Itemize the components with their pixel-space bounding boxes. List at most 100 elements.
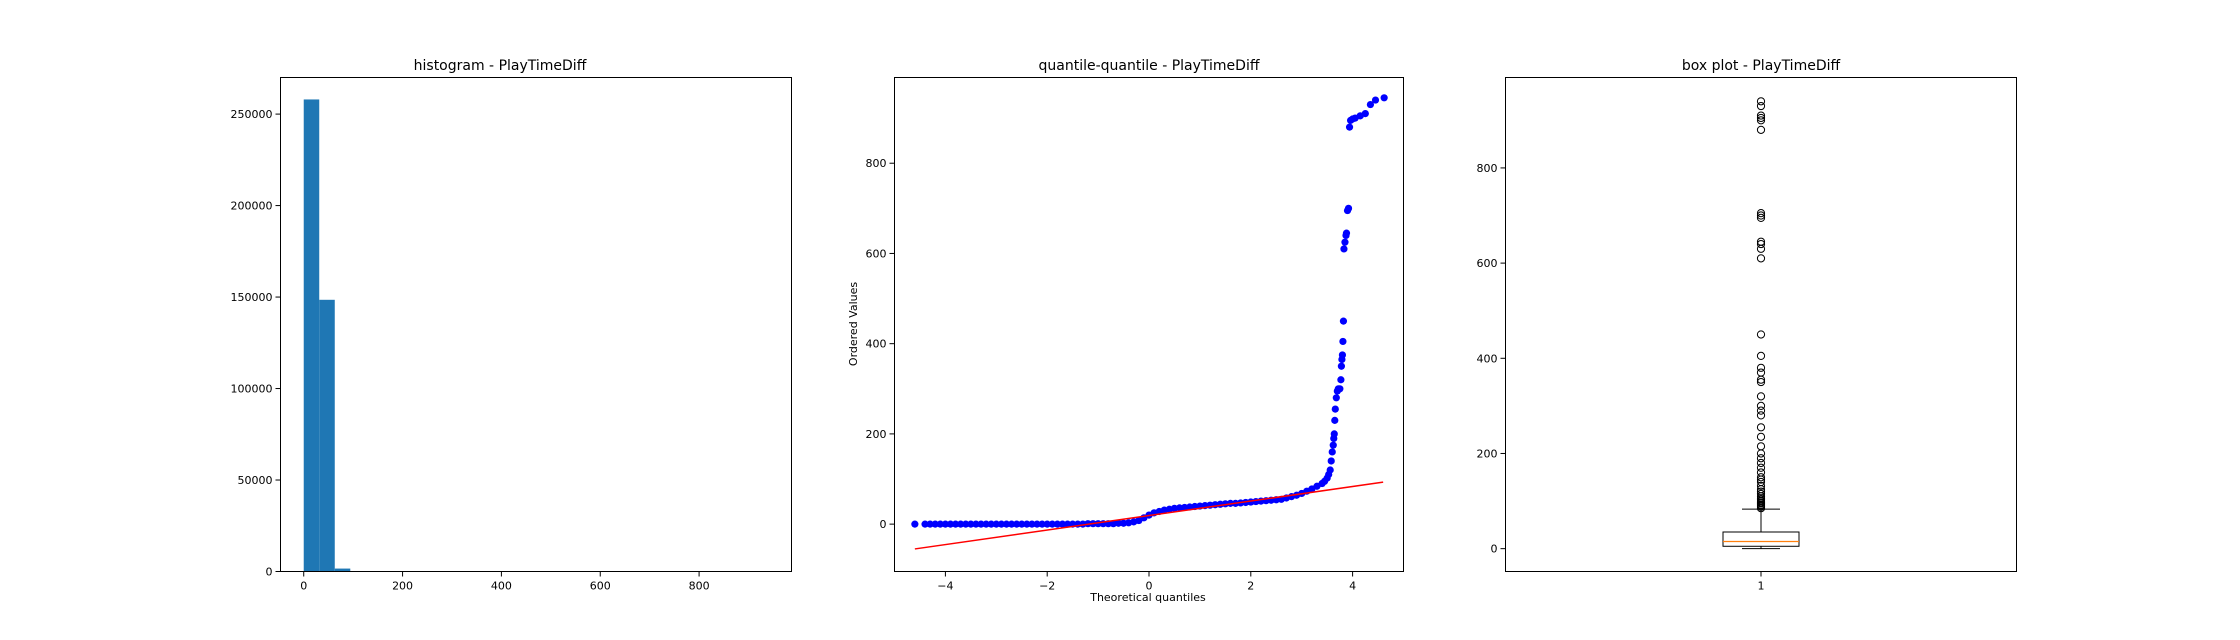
qq-plot-y-tick-label: 200 (866, 428, 887, 441)
qq-point (1361, 109, 1369, 118)
box-plot-outliers (1756, 97, 1766, 513)
qq-point (1007, 520, 1016, 528)
qq-point (1053, 520, 1061, 528)
box-outlier (1756, 254, 1766, 263)
qq-plot-x-tick-label: 4 (1349, 580, 1356, 593)
box-outlier (1756, 363, 1766, 372)
qq-point (1063, 520, 1072, 528)
histogram-x-tick-label: 200 (392, 580, 413, 593)
qq-point (1023, 520, 1031, 528)
histogram-y-tick-label: 250000 (231, 108, 273, 121)
qq-point (1043, 520, 1051, 528)
qq-point (1340, 245, 1348, 253)
box-outlier (1756, 351, 1766, 361)
box-iqr (1722, 531, 1800, 547)
histogram-y-tick-label: 150000 (231, 291, 273, 304)
qq-point (957, 520, 965, 528)
qq-plot-x-label: Theoretical quantiles (1089, 591, 1206, 604)
qq-point (1002, 520, 1011, 528)
qq-point (1366, 100, 1375, 109)
box-plot-title: box plot - PlayTimeDiff (1682, 58, 1841, 74)
box-outlier (1756, 423, 1766, 432)
box-plot-y-tick-label: 400 (1477, 352, 1498, 365)
qq-point (977, 520, 985, 528)
box-plot-y-tick-label: 600 (1477, 257, 1498, 270)
box-plot-y-tick-label: 200 (1477, 447, 1498, 460)
histogram-frame (280, 77, 792, 572)
qq-point (926, 520, 934, 528)
qq-point (1033, 520, 1041, 528)
histogram-bar (303, 99, 320, 572)
qq-point (962, 520, 970, 528)
histogram-bar (319, 299, 335, 572)
box-outlier (1756, 477, 1766, 487)
histogram-bars (303, 99, 397, 572)
qq-point (1331, 405, 1339, 413)
qq-point (967, 520, 975, 528)
box-outlier (1756, 411, 1766, 420)
qq-point (1339, 317, 1348, 325)
histogram-y-tick-label: 0 (266, 566, 273, 579)
box-plot-x-axis: 1 (1758, 571, 1765, 593)
qq-point (972, 520, 980, 528)
qq-point (1338, 351, 1347, 359)
qq-plot-x-tick-label: 2 (1247, 580, 1254, 593)
qq-point (1380, 94, 1388, 102)
qq-plot-title: quantile-quantile - PlayTimeDiff (1039, 58, 1260, 74)
box-outlier (1756, 432, 1766, 441)
qq-point (911, 520, 919, 528)
box-outlier (1756, 330, 1766, 339)
qq-point (1337, 362, 1346, 370)
box-outlier (1756, 449, 1766, 458)
histogram-x-tick-label: 600 (590, 580, 611, 593)
histogram-y-tick-label: 100000 (231, 383, 273, 396)
box-outlier (1756, 116, 1766, 125)
qq-point (1327, 457, 1335, 465)
box-outlier (1756, 377, 1766, 387)
qq-plot-y-tick-label: 0 (880, 518, 887, 531)
box-outlier (1756, 487, 1766, 496)
histogram-x-tick-label: 0 (300, 580, 307, 593)
box-outlier (1756, 111, 1766, 120)
box-plot-panel: box plot - PlayTimeDiff 1 0 200 400 600 800 (1477, 58, 2017, 593)
qq-point (1341, 238, 1349, 246)
qq-point (1336, 385, 1344, 393)
box-plot-y-tick-label: 0 (1491, 543, 1498, 556)
box-outlier (1756, 211, 1766, 220)
qq-point (1337, 376, 1345, 384)
qq-point (1339, 337, 1347, 346)
box-outlier (1756, 239, 1766, 249)
box-outlier (1756, 101, 1766, 111)
box-outlier (1756, 392, 1766, 401)
histogram-title: histogram - PlayTimeDiff (414, 58, 587, 74)
box-outlier (1756, 406, 1766, 415)
qq-plot-y-label: Ordered Values (847, 282, 860, 366)
box-outlier (1756, 463, 1766, 472)
qq-point (1331, 416, 1339, 424)
histogram-y-tick-label: 200000 (231, 200, 273, 213)
histogram-x-axis: 0 200 400 600 800 (300, 571, 710, 593)
qq-plot-points (911, 94, 1388, 528)
box-outlier (1756, 442, 1766, 451)
qq-point (1332, 394, 1340, 402)
qq-point (987, 520, 995, 528)
qq-point (1329, 441, 1337, 449)
qq-point (1371, 96, 1380, 104)
histogram-x-tick-label: 800 (689, 580, 710, 593)
histogram-y-tick-label: 50000 (238, 474, 273, 487)
box-outlier (1756, 368, 1766, 377)
box-outlier (1756, 473, 1766, 482)
histogram-panel: histogram - PlayTimeDiff 0 200 400 600 800 0… (231, 58, 792, 593)
histogram-y-axis: 0 50000 100000 150000 200000 250000 (231, 108, 281, 579)
box-outlier (1756, 125, 1766, 134)
box-plot-x-tick-label: 1 (1758, 580, 1765, 593)
qq-point (1326, 466, 1334, 474)
box-outlier (1756, 401, 1766, 410)
box-outlier (1756, 454, 1766, 463)
box-plot-box (1722, 508, 1800, 550)
box-outlier (1756, 237, 1766, 246)
box-outlier (1756, 489, 1766, 499)
qq-plot-x-tick-label: −4 (937, 580, 953, 593)
box-plot-y-axis: 0 200 400 600 800 (1477, 162, 1506, 556)
box-plot-frame (1505, 77, 2017, 572)
